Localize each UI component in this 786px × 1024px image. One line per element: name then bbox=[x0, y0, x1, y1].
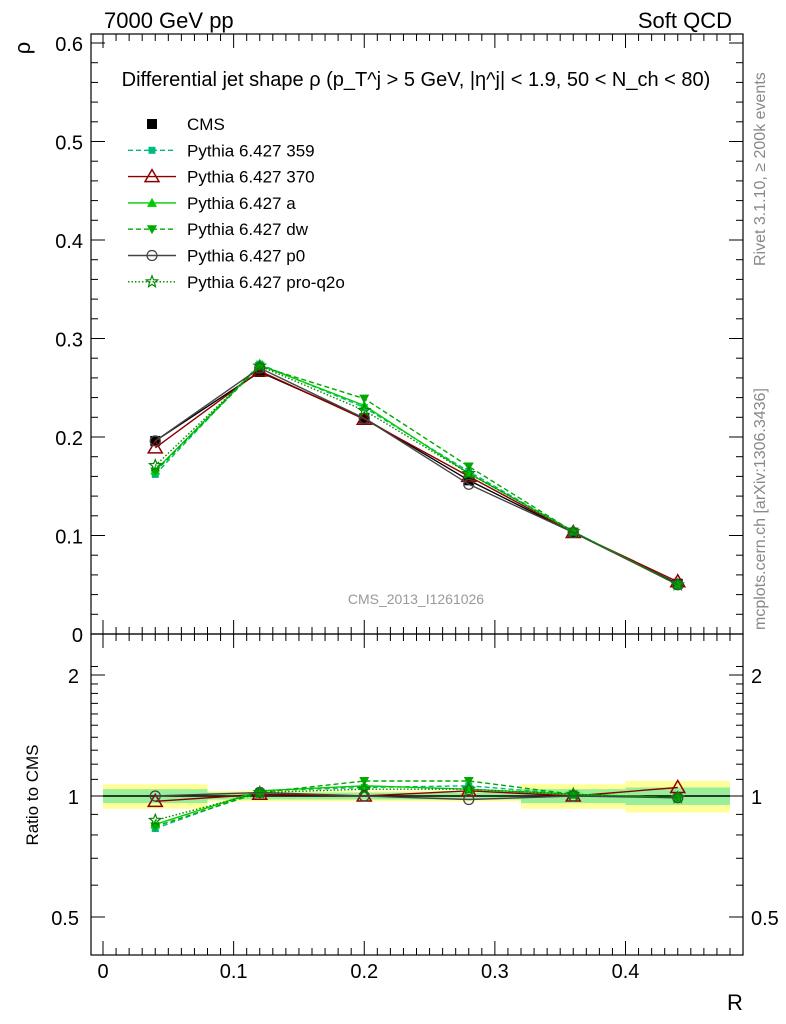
ratio-point bbox=[147, 812, 163, 827]
x-axis-ticks: 0 0.1 0.2 0.3 0.4 bbox=[97, 34, 731, 983]
data-point bbox=[254, 362, 266, 374]
legend-label: Pythia 6.427 dw bbox=[187, 220, 309, 239]
ratio-point bbox=[461, 781, 477, 796]
x-tick-label: 0.1 bbox=[220, 961, 248, 983]
legend-marker bbox=[144, 274, 160, 289]
ratio-point bbox=[567, 790, 579, 802]
legend-marker bbox=[147, 197, 157, 207]
data-point bbox=[254, 366, 265, 377]
data-point bbox=[461, 465, 477, 480]
data-point bbox=[565, 523, 581, 538]
ratio-y-axis-label: Ratio to CMS bbox=[23, 744, 42, 845]
legend-label: Pythia 6.427 a bbox=[187, 194, 296, 213]
analysis-watermark: CMS_2013_I1261026 bbox=[348, 591, 484, 607]
header-left-label: 7000 GeV pp bbox=[104, 8, 234, 33]
ratio-point bbox=[463, 793, 475, 806]
legend-label: CMS bbox=[187, 115, 225, 134]
ratio-point bbox=[670, 790, 686, 804]
ratio-point bbox=[356, 781, 372, 796]
series-line-pythia-6-427-p0 bbox=[154, 367, 679, 586]
legend-marker bbox=[147, 119, 157, 129]
y-tick-label: 0.1 bbox=[55, 527, 83, 549]
data-point bbox=[147, 457, 163, 472]
x-tick-label: 0 bbox=[97, 961, 108, 983]
header-right-label: Soft QCD bbox=[637, 8, 732, 33]
data-point bbox=[670, 577, 686, 591]
chart-title: Differential jet shape ρ (p_T^j > 5 GeV,… bbox=[122, 69, 711, 91]
ratio-tick-label: 1 bbox=[68, 787, 79, 809]
series-line-cms bbox=[154, 371, 679, 585]
ratio-point bbox=[463, 776, 474, 786]
legend-label: Pythia 6.427 p0 bbox=[187, 247, 305, 266]
ratio-tick-label: 2 bbox=[68, 666, 79, 688]
data-point bbox=[463, 475, 474, 486]
series-line-pythia-6-427-370 bbox=[154, 370, 679, 583]
y-tick-label: 0 bbox=[72, 625, 83, 647]
x-tick-label: 0.2 bbox=[350, 961, 378, 983]
legend-label: Pythia 6.427 359 bbox=[187, 141, 315, 160]
ratio-line-pythia-6-427-dw bbox=[155, 780, 678, 828]
data-point bbox=[149, 435, 161, 447]
ratio-tick-label-right: 1 bbox=[751, 787, 762, 809]
data-point bbox=[252, 358, 268, 373]
series-line-pythia-6-427-a bbox=[154, 364, 679, 586]
ratio-series bbox=[146, 776, 687, 833]
series-line-pythia-6-427-pro-q2o bbox=[154, 365, 679, 586]
x-tick-label: 0.3 bbox=[481, 961, 509, 983]
ratio-point bbox=[149, 790, 161, 802]
ratio-line-pythia-6-427-p0 bbox=[155, 791, 678, 801]
legend-label: Pythia 6.427 370 bbox=[187, 168, 315, 187]
data-point bbox=[359, 394, 370, 404]
data-point bbox=[146, 439, 164, 454]
y-tick-label: 0.6 bbox=[55, 34, 83, 56]
legend-marker bbox=[147, 225, 157, 235]
data-point bbox=[356, 402, 372, 417]
ratio-tick-label: 0.5 bbox=[51, 908, 79, 930]
data-point bbox=[463, 478, 475, 490]
legend-marker bbox=[146, 249, 158, 262]
ratio-point bbox=[358, 790, 370, 802]
y-tick-label: 0.4 bbox=[55, 231, 83, 253]
y-tick-label: 0.3 bbox=[55, 330, 83, 352]
main-y-axis-label: ρ bbox=[10, 42, 35, 55]
legend-label: Pythia 6.427 pro-q2o bbox=[187, 273, 345, 292]
series-line-pythia-6-427-359 bbox=[154, 363, 679, 586]
legend: CMS Pythia 6.427 359 Pythia 6.427 370 Pythi… bbox=[128, 115, 345, 292]
y-tick-label: 0.5 bbox=[55, 133, 83, 155]
legend-marker bbox=[148, 146, 156, 154]
ratio-y-axis-ticks: 0.5 0.5 1 1 2 2 bbox=[51, 665, 779, 930]
y-tick-label: 0.2 bbox=[55, 428, 83, 450]
main-y-axis-ticks: 0 0.1 0.2 0.3 0.4 0.5 0.6 bbox=[55, 34, 743, 647]
ratio-tick-label-right: 0.5 bbox=[751, 908, 779, 930]
legend-marker bbox=[143, 168, 161, 183]
data-point bbox=[355, 410, 373, 426]
x-axis-label: R bbox=[727, 990, 743, 1015]
series-line-pythia-6-427-dw bbox=[154, 365, 679, 586]
main-series bbox=[146, 358, 687, 591]
ratio-point bbox=[565, 786, 581, 801]
x-tick-label: 0.4 bbox=[612, 961, 640, 983]
ratio-point bbox=[252, 784, 268, 799]
data-point bbox=[567, 526, 579, 539]
ratio-tick-label-right: 2 bbox=[751, 666, 762, 688]
ratio-point bbox=[359, 776, 370, 786]
